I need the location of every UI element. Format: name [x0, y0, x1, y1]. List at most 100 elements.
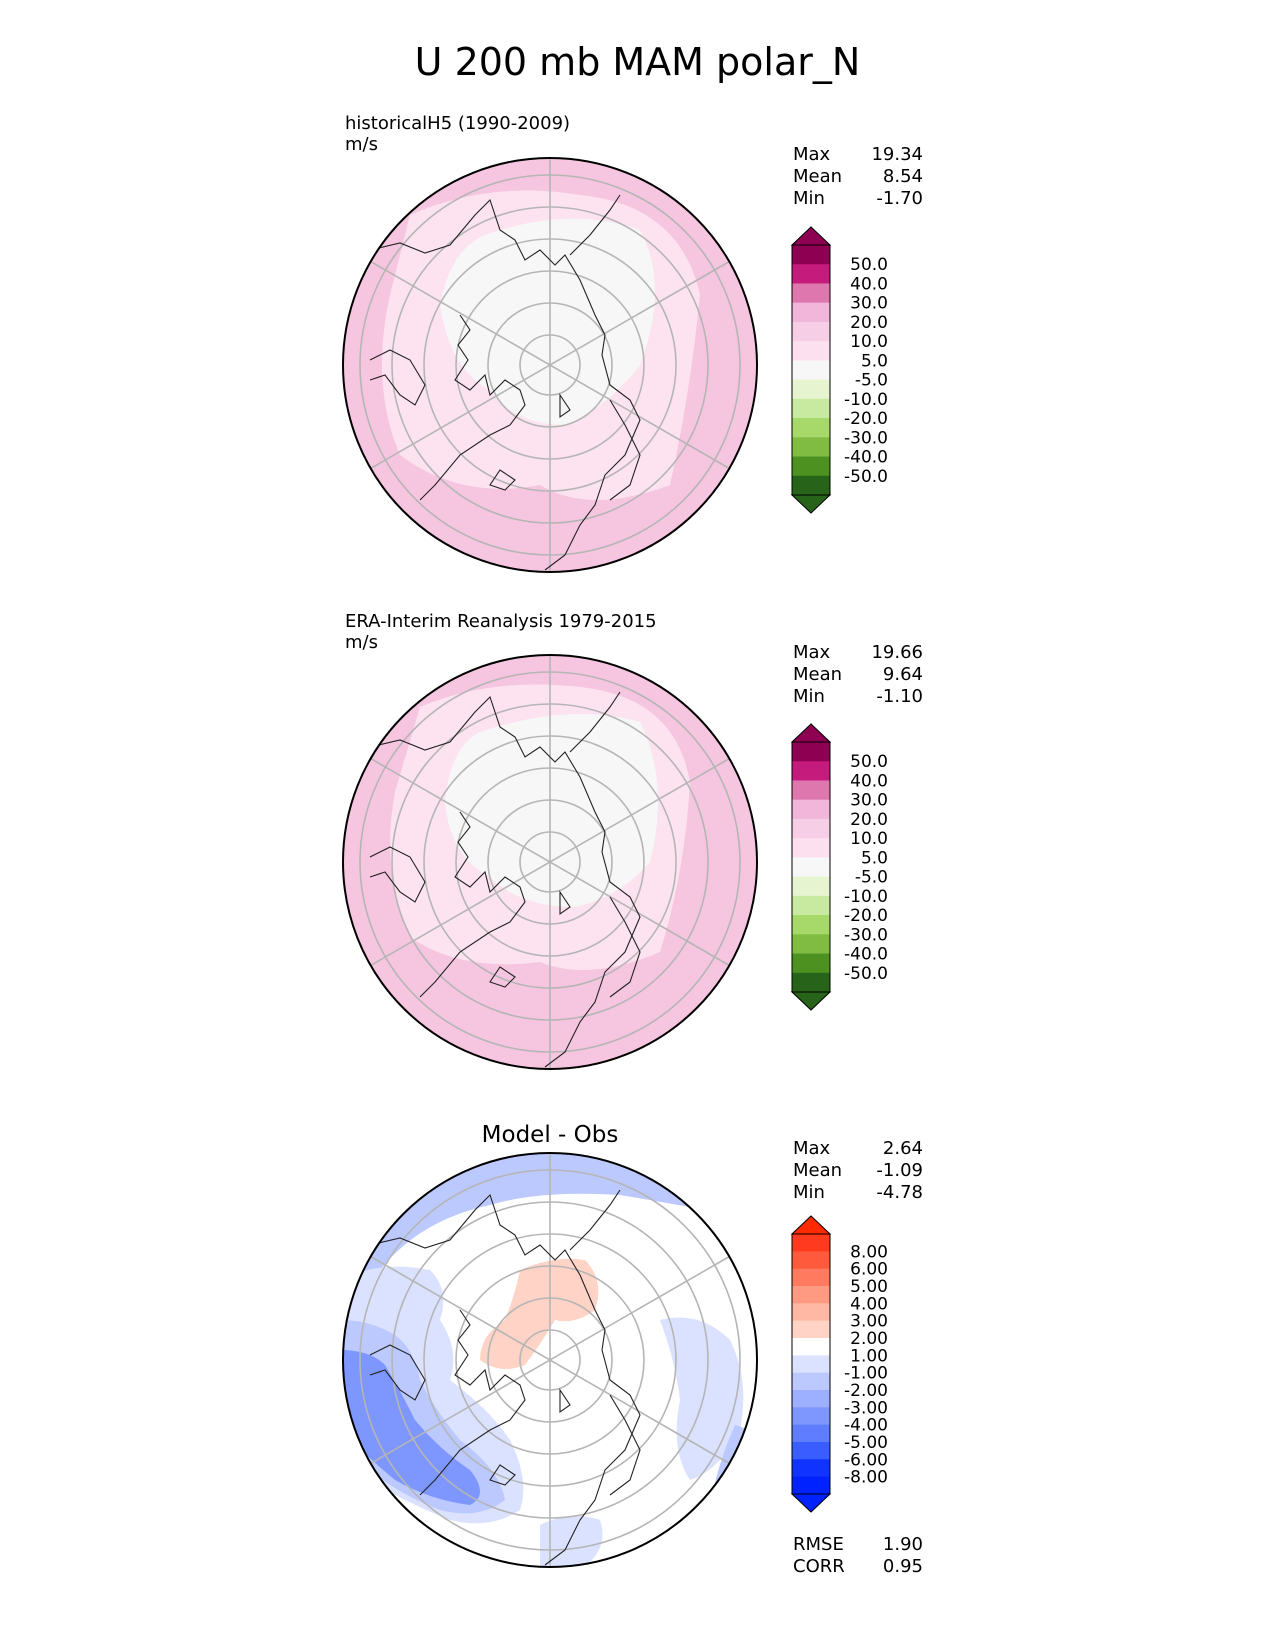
panel-2-map	[342, 654, 758, 1070]
panel-2-label: ERA-Interim Reanalysis 1979-2015 m/s	[345, 611, 657, 653]
colorbar-tick-label: 6.00	[850, 1260, 888, 1280]
panel-1-label: historicalH5 (1990-2009) m/s	[345, 113, 570, 155]
stat-mean: Mean 8.54	[793, 166, 923, 188]
panel-3-map	[342, 1152, 758, 1568]
stat-value: 2.64	[882, 1138, 923, 1159]
colorbar-band	[792, 1234, 830, 1252]
colorbar-tick-label: 30.0	[850, 294, 888, 314]
colorbar-tick-label: -3.00	[844, 1398, 888, 1418]
colorbar-tick-label: 40.0	[850, 771, 888, 791]
colorbar-band	[792, 972, 830, 993]
colorbar-tick-label: 4.00	[850, 1294, 888, 1314]
colorbar-tick-label: 5.0	[861, 351, 888, 371]
panel-2-stats: Max 19.66 Mean 9.64 Min -1.10	[793, 642, 923, 708]
colorbar-tick-label: 10.0	[850, 829, 888, 849]
colorbar-band	[792, 895, 830, 916]
colorbar-under-arrow	[790, 991, 832, 1011]
colorbar-band	[792, 418, 830, 438]
colorbar-outline	[791, 244, 831, 496]
colorbar-band	[792, 321, 830, 342]
colorbar-band	[792, 264, 830, 284]
colorbar-tick-label: -20.0	[844, 409, 888, 429]
stat-value: 19.34	[871, 144, 923, 165]
stat-value: 8.54	[882, 166, 923, 187]
colorbar-tick-label: 2.00	[850, 1329, 888, 1349]
colorbar-tick-label: -8.00	[844, 1468, 888, 1488]
stat-min: Min -1.70	[793, 188, 923, 210]
stat-rmse: RMSE 1.90	[793, 1534, 923, 1556]
colorbar-tick-label: -5.0	[855, 371, 888, 391]
stat-value: -1.70	[876, 188, 923, 209]
stat-value: 1.90	[882, 1534, 923, 1555]
colorbar-over-arrow	[790, 1215, 832, 1235]
colorbar-tick-label: -1.00	[844, 1364, 888, 1384]
colorbar-under-arrow	[790, 494, 832, 514]
colorbar-band	[792, 437, 830, 458]
colorbar-tick-label: -40.0	[844, 448, 888, 468]
colorbar-tick-label: 50.0	[850, 752, 888, 772]
colorbar-tick-label: -50.0	[844, 964, 888, 984]
colorbar-tick-label: 40.0	[850, 274, 888, 294]
colorbar-tick-label: 5.0	[861, 848, 888, 868]
colorbar-tick-label: 5.00	[850, 1277, 888, 1297]
colorbar-tick-label: -20.0	[844, 906, 888, 926]
colorbar-tick-label: -10.0	[844, 887, 888, 907]
panel-2-colorbar: 50.040.030.020.010.05.0-5.0-10.0-20.0-30…	[790, 723, 888, 1011]
colorbar-tick-label: 8.00	[850, 1242, 888, 1262]
stat-value: 19.66	[871, 642, 923, 663]
colorbar-tick-label: -5.00	[844, 1433, 888, 1453]
stat-value: -1.09	[876, 1160, 923, 1181]
colorbar-tick-label: 20.0	[850, 810, 888, 830]
colorbar-band	[792, 302, 830, 323]
colorbar-band	[792, 1390, 830, 1408]
colorbar-tick-label: 10.0	[850, 332, 888, 352]
colorbar-tick-label: -10.0	[844, 390, 888, 410]
colorbar-band	[792, 1251, 830, 1270]
colorbar-band	[792, 283, 830, 304]
panel-2-units: m/s	[345, 632, 378, 653]
colorbar-band	[792, 379, 830, 400]
colorbar-band	[792, 341, 830, 361]
stat-max: Max 19.34	[793, 144, 923, 166]
stat-name: Min	[793, 188, 825, 209]
colorbar-over-arrow	[790, 723, 832, 743]
colorbar-band	[792, 1424, 830, 1443]
panel-3-title: Model - Obs	[481, 1122, 619, 1148]
colorbar-tick-label: 30.0	[850, 791, 888, 811]
panel-1-map	[342, 157, 758, 573]
colorbar-band	[792, 1372, 830, 1391]
panel-2-name: ERA-Interim Reanalysis 1979-2015	[345, 611, 657, 632]
colorbar-band	[792, 953, 830, 974]
panel-1-name: historicalH5 (1990-2009)	[345, 113, 571, 134]
colorbar-band	[792, 1286, 830, 1304]
stat-mean: Mean -1.09	[793, 1160, 923, 1182]
colorbar-band	[792, 456, 830, 477]
stat-corr: CORR 0.95	[793, 1556, 923, 1578]
colorbar-tick-label: 3.00	[850, 1312, 888, 1332]
panel-3-colorbar: 8.006.005.004.003.002.001.00-1.00-2.00-3…	[790, 1215, 888, 1513]
stat-mean: Mean 9.64	[793, 664, 923, 686]
colorbar-tick-label: -5.0	[855, 868, 888, 888]
stat-name: Max	[793, 642, 831, 663]
colorbar-band	[792, 876, 830, 897]
colorbar-tick-label: -4.00	[844, 1416, 888, 1436]
stat-value: -4.78	[876, 1182, 923, 1203]
figure-title: U 200 mb MAM polar_N	[414, 40, 861, 84]
colorbar-band	[792, 1320, 830, 1339]
colorbar-band	[792, 1442, 830, 1460]
colorbar-band	[792, 475, 830, 496]
stat-name: CORR	[793, 1556, 845, 1577]
colorbar-tick-label: 50.0	[850, 255, 888, 275]
stat-value: 9.64	[882, 664, 923, 685]
colorbar-tick-label: 1.00	[850, 1346, 888, 1366]
colorbar-tick-label: 20.0	[850, 313, 888, 333]
colorbar-band	[792, 245, 830, 265]
colorbar-tick-label: -6.00	[844, 1450, 888, 1470]
stat-name: RMSE	[793, 1534, 844, 1555]
colorbar-under-arrow	[790, 1493, 832, 1513]
colorbar-band	[792, 398, 830, 419]
colorbar-band	[792, 818, 830, 839]
panel-1-colorbar: 50.040.030.020.010.05.0-5.0-10.0-20.0-30…	[790, 226, 888, 514]
colorbar-band	[792, 1355, 830, 1374]
colorbar-tick-label: -50.0	[844, 467, 888, 487]
